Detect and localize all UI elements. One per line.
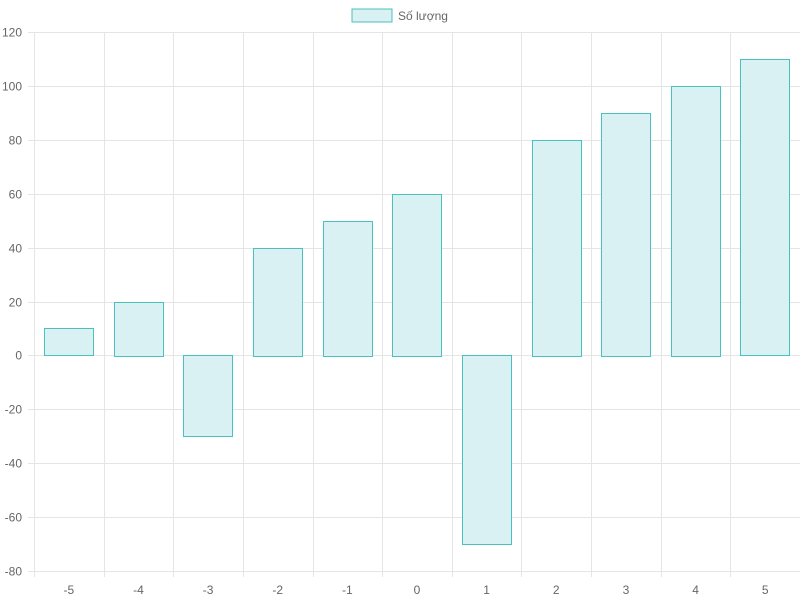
bar[interactable] — [671, 86, 721, 357]
x-tick-label: 3 — [623, 583, 630, 597]
y-tick-label: 0 — [15, 349, 22, 363]
legend[interactable]: Số lượng — [351, 8, 448, 23]
x-tick-label: -3 — [203, 583, 214, 597]
y-tick-label: -60 — [5, 511, 23, 525]
x-tick-label: -1 — [342, 583, 353, 597]
y-tick-label: 100 — [2, 80, 22, 94]
legend-label[interactable]: Số lượng — [398, 9, 448, 23]
bar[interactable] — [44, 328, 94, 356]
bar[interactable] — [601, 113, 651, 357]
y-tick-label: 60 — [9, 188, 23, 202]
bar[interactable] — [740, 59, 790, 356]
bar[interactable] — [323, 221, 373, 357]
y-tick-label: 40 — [9, 242, 23, 256]
bar[interactable] — [392, 194, 442, 357]
y-tick-label: -20 — [5, 403, 23, 417]
x-tick-label: -2 — [272, 583, 283, 597]
x-tick-label: -4 — [133, 583, 144, 597]
x-tick-label: 0 — [414, 583, 421, 597]
legend-swatch[interactable] — [351, 8, 393, 23]
x-tick-label: 5 — [762, 583, 769, 597]
bars-layer — [44, 59, 790, 545]
bar[interactable] — [114, 302, 164, 357]
x-tick-label: 4 — [692, 583, 699, 597]
bar[interactable] — [462, 355, 512, 545]
x-tick-label: 1 — [483, 583, 490, 597]
bar[interactable] — [253, 248, 303, 357]
y-tick-label: 20 — [9, 296, 23, 310]
y-tick-label: 120 — [2, 26, 22, 40]
axis-layer: 120 100 80 60 40 20 0 -20 -40 -60 -80 -5 -4 -3 -2 -1 0 1 2… — [2, 26, 769, 598]
bar[interactable] — [183, 355, 233, 437]
y-tick-label: -40 — [5, 457, 23, 471]
y-tick-label: -80 — [5, 565, 23, 579]
x-tick-label: 2 — [553, 583, 560, 597]
x-tick-label: -5 — [63, 583, 74, 597]
y-tick-label: 80 — [9, 134, 23, 148]
bar[interactable] — [532, 140, 582, 357]
